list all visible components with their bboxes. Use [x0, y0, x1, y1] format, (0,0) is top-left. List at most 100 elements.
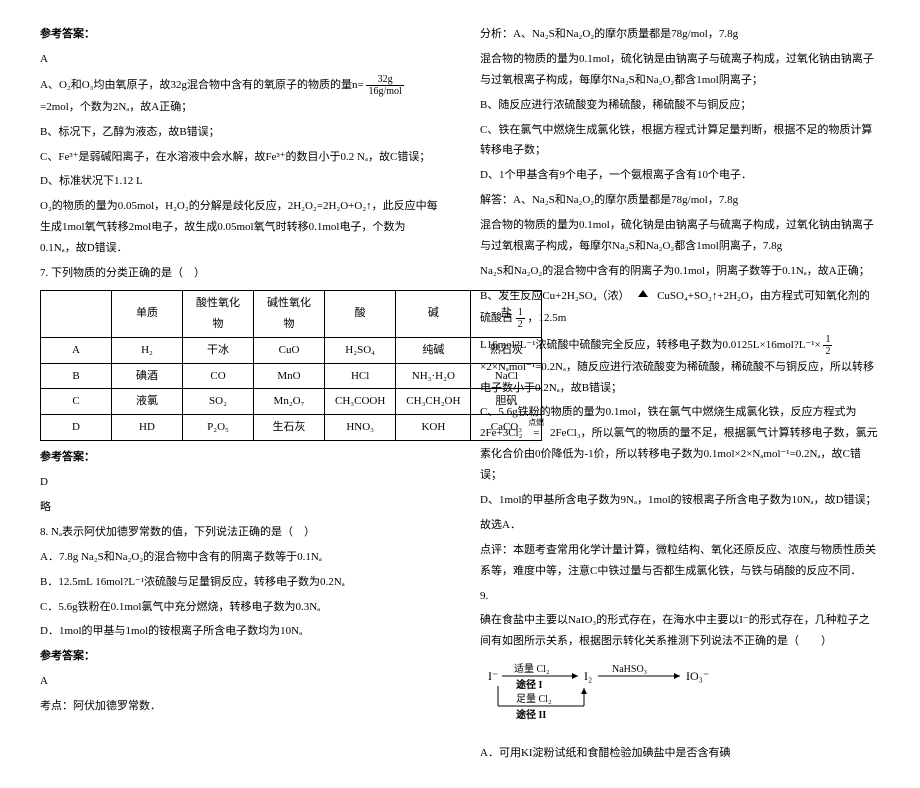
numerator: 1	[516, 307, 525, 319]
cell: 纯碱	[396, 337, 471, 363]
cell: CH₃CH₂OH	[396, 389, 471, 415]
triangle-icon	[638, 290, 648, 297]
cell: P₂O₅	[183, 415, 254, 441]
cell: C	[41, 389, 112, 415]
answer-label: 参考答案：	[40, 447, 440, 468]
cell: KOH	[396, 415, 471, 441]
cell: CH₃COOH	[325, 389, 396, 415]
text: A、O₂和O₃均由氧原子，故32g混合物中含有的氧原子的物质的量n=	[40, 79, 364, 91]
text: L16mol?L⁻¹浓硫酸中硫酸完全反应，转移电子数为0.0125L×16mol…	[480, 339, 821, 351]
pick-a: 故选A．	[480, 515, 880, 536]
answer-value: A	[40, 671, 440, 692]
fraction-half: 1 2	[516, 307, 525, 330]
option-9a: A．可用KI淀粉试纸和食醋检验加碘盐中是否含有碘	[480, 743, 880, 764]
cell: 液氯	[112, 389, 183, 415]
cell: HD	[112, 415, 183, 441]
explain-d2: O₂的物质的量为0.05mol，H₂O₂的分解是歧化反应，2H₂O₂=2H₂O+…	[40, 196, 440, 259]
answer-label: 参考答案：	[40, 646, 440, 667]
solve-b: B、发生反应Cu+2H₂SO₄（浓） CuSO₄+SO₂↑+2H₂O，由方程式可…	[480, 286, 880, 330]
solve-d: D、1mol的甲基所含电子数为9Nₐ，1mol的铵根离子所含电子数为10Nₐ，故…	[480, 490, 880, 511]
arrow-label: 点燃	[525, 415, 547, 430]
cell: H₂	[112, 337, 183, 363]
cell: B	[41, 363, 112, 389]
answer-label: 参考答案：	[40, 24, 440, 45]
cell: 干冰	[183, 337, 254, 363]
denominator: 2	[516, 319, 525, 330]
answer-value: D	[40, 472, 440, 493]
cell: 酸	[325, 290, 396, 337]
question-7: 7. 下列物质的分类正确的是（ ）	[40, 263, 440, 284]
denominator: 16g/mol	[366, 86, 403, 97]
question-9: 9.	[480, 586, 880, 607]
option-d: D．1mol的甲基与1mol的铵根离子所含电子数均为10Nₐ	[40, 621, 440, 642]
node-io3: IO₃⁻	[686, 669, 709, 683]
cell: CuO	[254, 337, 325, 363]
label-cl2-b: 足量 Cl₂	[516, 693, 551, 705]
cell: 单质	[112, 290, 183, 337]
cell: HNO₃	[325, 415, 396, 441]
label-cl2-a: 适量 Cl₂	[514, 663, 549, 675]
reaction-arrow: 点燃=	[525, 423, 547, 444]
solve-a1: 解答：A、Na₂S和Na₂O₂的摩尔质量都是78g/mol，7.8g	[480, 190, 880, 211]
cell: HCl	[325, 363, 396, 389]
option-b: B．12.5mL 16mol?L⁻¹浓硫酸与足量铜反应，转移电子数为0.2Nₐ	[40, 572, 440, 593]
node-i2: I₂	[584, 669, 592, 683]
path2-label: 途径 II	[516, 708, 546, 721]
table-header-row: 单质 酸性氧化物 碱性氧化物 酸 碱 盐	[41, 290, 542, 337]
denominator: 2	[823, 346, 832, 357]
cell: SO₂	[183, 389, 254, 415]
analysis-b: B、随反应进行浓硫酸变为稀硫酸，稀硫酸不与铜反应；	[480, 95, 880, 116]
numerator: 1	[823, 334, 832, 346]
node-i-minus: I⁻	[488, 669, 498, 683]
cell: H₂SO₄	[325, 337, 396, 363]
analysis-d: D、1个甲基含有9个电子，一个氨根离子含有10个电子．	[480, 165, 880, 186]
solve-b2: L16mol?L⁻¹浓硫酸中硫酸完全反应，转移电子数为0.0125L×16mol…	[480, 334, 880, 399]
iodine-diagram: I⁻ 适量 Cl₂ I₂ NaHSO₃ IO₃⁻ 足量 Cl₂ 途径 I 途径 …	[480, 660, 880, 735]
explain-b: B、标况下，乙醇为液态，故B错误；	[40, 122, 440, 143]
cell: 碱	[396, 290, 471, 337]
cell: NH₃·H₂O	[396, 363, 471, 389]
comment: 点评：本题考查常用化学计量计算，微粒结构、氧化还原反应、浓度与物质性质关系等，难…	[480, 540, 880, 582]
table-row: C 液氯 SO₂ Mn₂O₇ CH₃COOH CH₃CH₂OH 胆矾	[41, 389, 542, 415]
option-a: A．7.8g Na₂S和Na₂O₂的混合物中含有的阴离子数等于0.1Nₐ	[40, 547, 440, 568]
left-column: 参考答案： A A、O₂和O₃均由氧原子，故32g混合物中含有的氧原子的物质的量…	[40, 20, 440, 768]
table-row: D HD P₂O₅ 生石灰 HNO₃ KOH CaCO₃	[41, 415, 542, 441]
cell: 碘酒	[112, 363, 183, 389]
text: ×2×Nₐmol⁻¹=0.2Nₐ，随反应进行浓硫酸变为稀硫酸，稀硫酸不与铜反应，…	[480, 361, 874, 394]
label-nahso3: NaHSO₃	[612, 664, 647, 675]
table-row: B 碘酒 CO MnO HCl NH₃·H₂O NaCl	[41, 363, 542, 389]
cell: Mn₂O₇	[254, 389, 325, 415]
solve-a3: Na₂S和Na₂O₂的混合物中含有的阴离子为0.1mol，阴离子数等于0.1Nₐ…	[480, 261, 880, 282]
classification-table: 单质 酸性氧化物 碱性氧化物 酸 碱 盐 A H₂ 干冰 CuO H₂SO₄ 纯…	[40, 290, 542, 441]
cell: CO	[183, 363, 254, 389]
right-column: 分析：A、Na₂S和Na₂O₂的摩尔质量都是78g/mol，7.8g 混合物的物…	[480, 20, 880, 768]
explain-c: C、Fe³⁺是弱碱阳离子，在水溶液中会水解，故Fe³⁺的数目小于0.2 Nₐ，故…	[40, 147, 440, 168]
diagram-svg: I⁻ 适量 Cl₂ I₂ NaHSO₃ IO₃⁻ 足量 Cl₂ 途径 I 途径 …	[480, 660, 740, 735]
text: =2mol，个数为2Nₐ，故A正确；	[40, 101, 192, 113]
option-c: C．5.6g铁粉在0.1mol氯气中充分燃烧，转移电子数为0.3Nₐ	[40, 597, 440, 618]
cell: A	[41, 337, 112, 363]
analysis-a2: 混合物的物质的量为0.1mol，硫化钠是由钠离子与硫离子构成，过氧化钠由钠离子与…	[480, 49, 880, 91]
explain-a: A、O₂和O₃均由氧原子，故32g混合物中含有的氧原子的物质的量n= 32g 1…	[40, 74, 440, 118]
analysis-c: C、铁在氯气中燃烧生成氯化铁，根据方程式计算足量判断，根据不足的物质计算转移电子…	[480, 120, 880, 162]
kaodian: 考点：阿伏加德罗常数．	[40, 696, 440, 717]
cell: MnO	[254, 363, 325, 389]
path1-label: 途径 I	[516, 678, 543, 691]
reaction-arrow	[632, 286, 654, 307]
cell: 碱性氧化物	[254, 290, 325, 337]
table-row: A H₂ 干冰 CuO H₂SO₄ 纯碱 熟石灰	[41, 337, 542, 363]
answer-value: A	[40, 49, 440, 70]
explain-d1: D、标准状况下1.12 L	[40, 171, 440, 192]
cell: D	[41, 415, 112, 441]
fraction: 32g 16g/mol	[366, 74, 403, 97]
cell: 生石灰	[254, 415, 325, 441]
cell: 酸性氧化物	[183, 290, 254, 337]
cell	[41, 290, 112, 337]
omitted: 略	[40, 497, 440, 518]
question-8: 8. Nₐ表示阿伏加德罗常数的值，下列说法正确的是（ ）	[40, 522, 440, 543]
question-9-text: 碘在食盐中主要以NaIO₃的形式存在，在海水中主要以I⁻的形式存在，几种粒子之间…	[480, 610, 880, 652]
fraction-half: 1 2	[823, 334, 832, 357]
analysis-a: 分析：A、Na₂S和Na₂O₂的摩尔质量都是78g/mol，7.8g	[480, 24, 880, 45]
solve-c: C、5.6g铁粉的物质的量为0.1mol，铁在氯气中燃烧生成氯化铁，反应方程式为…	[480, 402, 880, 486]
text: B、发生反应Cu+2H₂SO₄（浓）	[480, 290, 630, 302]
